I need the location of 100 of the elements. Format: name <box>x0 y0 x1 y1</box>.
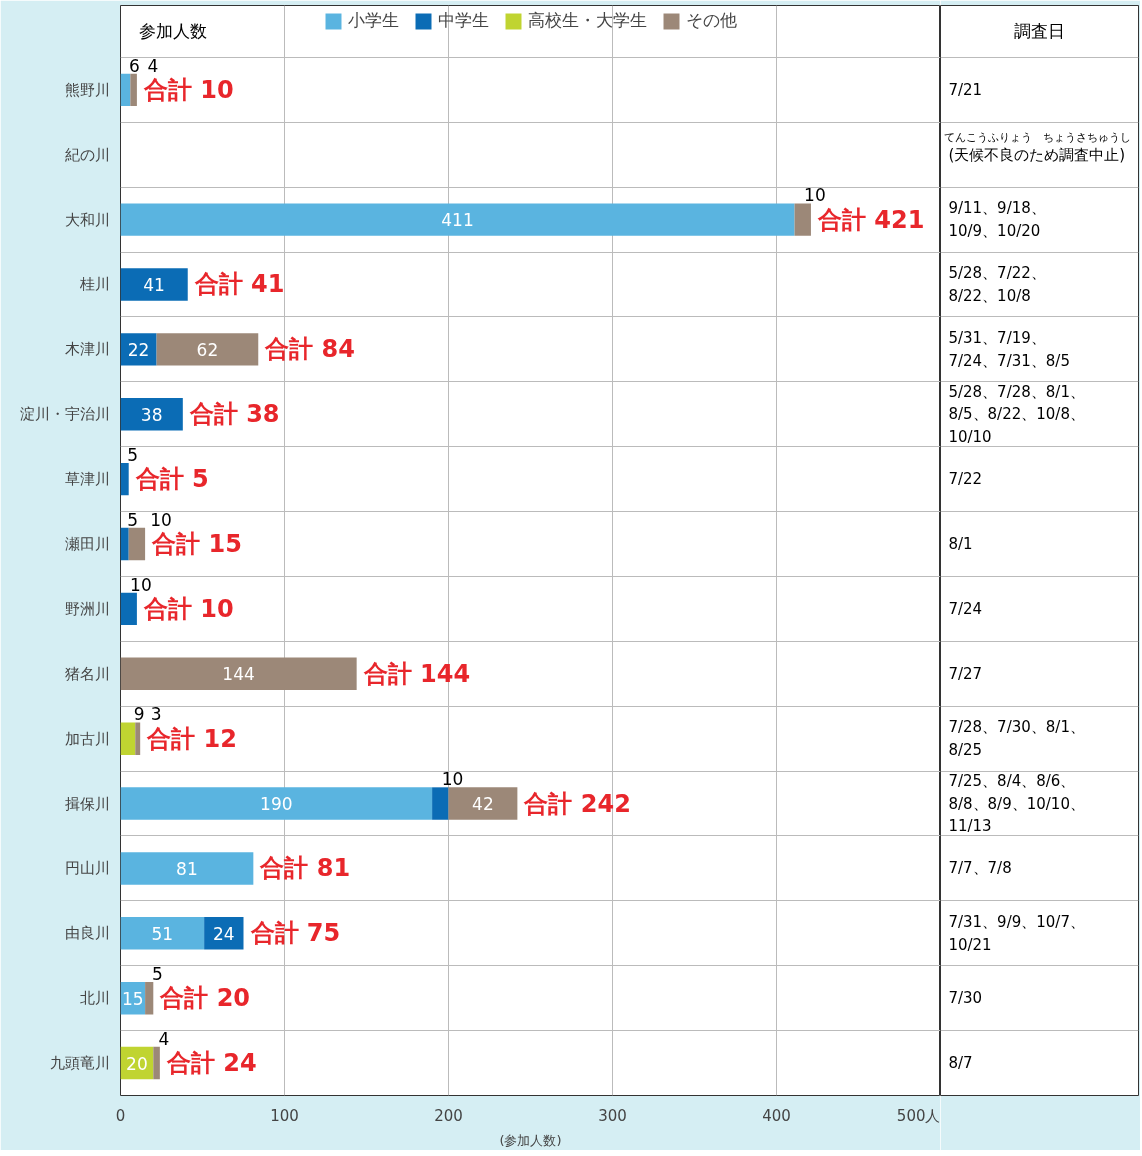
legend-label: 中学生 <box>438 9 489 32</box>
x-tick-label: 0 <box>115 1106 126 1125</box>
bar <box>156 333 259 366</box>
y-tick-label: 瀬田川 <box>64 535 110 554</box>
y-tick-label: 九頭竜川 <box>49 1054 110 1073</box>
text: 調査日 <box>1014 21 1065 42</box>
y-tick-label: 揖保川 <box>64 794 110 813</box>
total-label: 合計 20 <box>159 984 251 1013</box>
text: 7/30 <box>948 989 983 1008</box>
y-tick-label: 猪名川 <box>64 664 110 683</box>
y-tick-label: 木津川 <box>64 340 110 359</box>
text: 7/25、8/4、8/6、8/8、8/9、10/10、11/13 <box>948 772 1085 836</box>
data-label: 51 <box>151 923 174 944</box>
bar <box>135 722 141 755</box>
data-label: 5 <box>127 444 139 465</box>
y-tick-label: 北川 <box>79 989 110 1008</box>
bar <box>204 917 244 950</box>
bar <box>153 1046 160 1080</box>
text: てんこうふりょう <box>944 131 1033 145</box>
text: 7/21 <box>948 80 983 99</box>
y-tick-label: 大和川 <box>64 210 110 229</box>
data-label: 10 <box>441 769 464 790</box>
text: (天候不良のため調査中止) <box>948 145 1126 164</box>
text: 5/31、7/19、7/24、7/31、8/5 <box>948 329 1070 370</box>
text: 7/27 <box>948 664 983 683</box>
y-tick-label: 由良川 <box>64 924 110 943</box>
y-tick-label: 円山川 <box>64 859 110 878</box>
bar <box>120 917 205 950</box>
text: 5/28、7/22、8/22、10/8 <box>948 264 1046 305</box>
total-label: 合計 24 <box>165 1049 257 1078</box>
bar <box>120 73 131 107</box>
text: 8/7 <box>948 1054 973 1073</box>
text: 7/24 <box>948 599 983 618</box>
text: 5/28、7/28、8/1、8/5、8/22、10/8、10/10 <box>948 382 1085 446</box>
data-label: 190 <box>260 794 293 815</box>
x-axis-title: (参加人数) <box>499 1132 562 1148</box>
total-label: 合計 5 <box>134 465 209 494</box>
total-label: 合計 84 <box>264 335 356 364</box>
data-label: 24 <box>213 923 235 944</box>
data-label: 144 <box>222 664 255 685</box>
legend-label: その他 <box>686 9 737 32</box>
data-label: 22 <box>127 339 150 360</box>
data-label: 3 <box>150 704 162 725</box>
bar <box>120 333 157 366</box>
text: 8/1 <box>948 535 973 554</box>
legend-label: 小学生 <box>348 9 399 32</box>
data-label: 4 <box>158 1028 170 1049</box>
x-tick-label: 100 <box>270 1106 299 1125</box>
legend-title: 参加人数 <box>138 21 207 42</box>
text: 7/31、9/9、10/7、10/21 <box>948 913 1085 954</box>
y-tick-label: 加古川 <box>64 729 110 748</box>
total-label: 合計 41 <box>193 270 285 299</box>
y-tick-label: 草津川 <box>64 470 110 489</box>
bar <box>120 657 357 690</box>
total-label: 合計 421 <box>816 205 925 234</box>
total-label: 合計 38 <box>188 400 280 429</box>
total-label: 合計 144 <box>362 659 471 688</box>
text: 7/22 <box>948 470 983 489</box>
data-label: 15 <box>121 988 144 1009</box>
total-label: 合計 10 <box>142 594 234 623</box>
total-label: 合計 12 <box>146 724 237 753</box>
bar <box>128 527 146 561</box>
data-label: 6 <box>128 55 140 76</box>
y-tick-label: 紀の川 <box>64 145 110 164</box>
data-label: 411 <box>441 210 474 231</box>
data-label: 42 <box>472 794 494 815</box>
data-label: 5 <box>151 964 163 985</box>
y-tick-label: 熊野川 <box>64 80 110 99</box>
total-label: 合計 75 <box>249 919 341 948</box>
data-label: 10 <box>130 574 152 595</box>
bar <box>448 787 518 820</box>
x-tick-label: 400 <box>762 1106 791 1125</box>
data-label: 81 <box>176 858 198 879</box>
y-tick-label: 野洲川 <box>64 599 110 618</box>
x-tick-label: 300 <box>598 1106 627 1125</box>
data-label: 4 <box>147 55 159 76</box>
bar <box>120 203 795 236</box>
bar <box>120 527 129 561</box>
data-label: 5 <box>127 509 139 530</box>
text: 9/11、9/18、10/9、10/20 <box>948 199 1046 240</box>
text: ちょうさちゅうし <box>1043 131 1132 145</box>
y-tick-label: 淀川・宇治川 <box>19 405 110 424</box>
data-label: 9 <box>133 704 145 725</box>
bar <box>120 398 183 431</box>
data-label: 10 <box>804 185 826 206</box>
x-tick-label: 200 <box>434 1106 463 1125</box>
total-label: 合計 10 <box>142 75 234 104</box>
data-label: 41 <box>143 274 165 295</box>
bar <box>120 852 254 885</box>
legend-label: 高校生・大学生 <box>528 9 647 32</box>
bar <box>120 722 136 755</box>
bar <box>120 787 433 820</box>
total-label: 合計 15 <box>151 530 242 559</box>
x-tick-label: 500人 <box>896 1106 941 1125</box>
bar <box>120 462 129 496</box>
y-tick-label: 桂川 <box>78 275 110 294</box>
total-label: 合計 81 <box>259 854 351 883</box>
bar <box>794 203 811 236</box>
bar <box>145 981 154 1015</box>
text: 7/28、7/30、8/1、8/25 <box>948 718 1085 759</box>
